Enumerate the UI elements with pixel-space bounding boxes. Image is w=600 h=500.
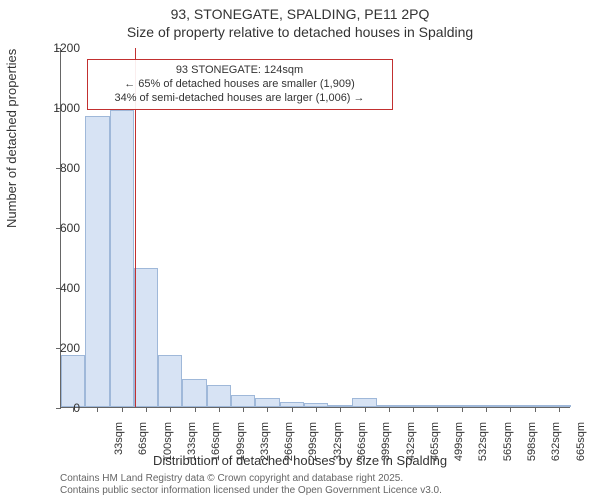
xtick — [437, 407, 438, 412]
y-axis-label: Number of detached properties — [4, 49, 19, 228]
annotation-line: 93 STONEGATE: 124sqm — [96, 63, 384, 77]
xtick — [413, 407, 414, 412]
footer-attribution-2: Contains public sector information licen… — [60, 485, 442, 496]
xtick — [389, 407, 390, 412]
xtick-label: 632sqm — [550, 422, 562, 472]
xtick — [146, 407, 147, 412]
xtick-label: 332sqm — [332, 422, 344, 472]
chart-title-sub: Size of property relative to detached ho… — [0, 24, 600, 40]
xtick — [267, 407, 268, 412]
xtick — [462, 407, 463, 412]
bar — [134, 268, 158, 408]
xtick-label: 199sqm — [235, 422, 247, 472]
annotation-line: ← 65% of detached houses are smaller (1,… — [96, 77, 384, 91]
ytick-label: 0 — [40, 401, 80, 415]
xtick — [195, 407, 196, 412]
xtick — [486, 407, 487, 412]
footer-attribution-1: Contains HM Land Registry data © Crown c… — [60, 473, 403, 484]
bar — [352, 398, 376, 407]
plot-area: 93 STONEGATE: 124sqm← 65% of detached ho… — [60, 48, 570, 408]
xtick-label: 299sqm — [307, 422, 319, 472]
ytick-label: 800 — [40, 161, 80, 175]
xtick-label: 432sqm — [405, 422, 417, 472]
xtick-label: 133sqm — [186, 422, 198, 472]
bar — [61, 355, 85, 408]
xtick — [559, 407, 560, 412]
xtick-label: 166sqm — [210, 422, 222, 472]
xtick — [219, 407, 220, 412]
bar — [85, 116, 109, 407]
bar — [158, 355, 182, 408]
annotation-line: 34% of semi-detached houses are larger (… — [96, 91, 384, 105]
xtick — [292, 407, 293, 412]
ytick-label: 200 — [40, 341, 80, 355]
bar — [255, 398, 279, 407]
xtick-label: 565sqm — [502, 422, 514, 472]
xtick-label: 366sqm — [356, 422, 368, 472]
chart-title-main: 93, STONEGATE, SPALDING, PE11 2PQ — [0, 6, 600, 22]
xtick-label: 532sqm — [477, 422, 489, 472]
xtick — [365, 407, 366, 412]
xtick — [316, 407, 317, 412]
xtick — [97, 407, 98, 412]
chart-container: 93, STONEGATE, SPALDING, PE11 2PQ Size o… — [0, 0, 600, 500]
xtick — [243, 407, 244, 412]
xtick-label: 499sqm — [453, 422, 465, 472]
xtick-label: 266sqm — [283, 422, 295, 472]
xtick-label: 100sqm — [162, 422, 174, 472]
xtick-label: 598sqm — [526, 422, 538, 472]
xtick-label: 233sqm — [259, 422, 271, 472]
xtick — [122, 407, 123, 412]
xtick — [340, 407, 341, 412]
ytick-label: 400 — [40, 281, 80, 295]
bar — [110, 110, 134, 407]
bar — [207, 385, 231, 408]
xtick — [535, 407, 536, 412]
ytick-label: 1200 — [40, 41, 80, 55]
xtick-label: 399sqm — [380, 422, 392, 472]
xtick — [510, 407, 511, 412]
xtick-label: 465sqm — [429, 422, 441, 472]
ytick-label: 600 — [40, 221, 80, 235]
bar — [182, 379, 206, 408]
xtick-label: 665sqm — [575, 422, 587, 472]
xtick — [170, 407, 171, 412]
xtick-label: 33sqm — [113, 422, 125, 472]
ytick-label: 1000 — [40, 101, 80, 115]
annotation-box: 93 STONEGATE: 124sqm← 65% of detached ho… — [87, 59, 393, 110]
bar — [231, 395, 255, 407]
xtick-label: 66sqm — [137, 422, 149, 472]
